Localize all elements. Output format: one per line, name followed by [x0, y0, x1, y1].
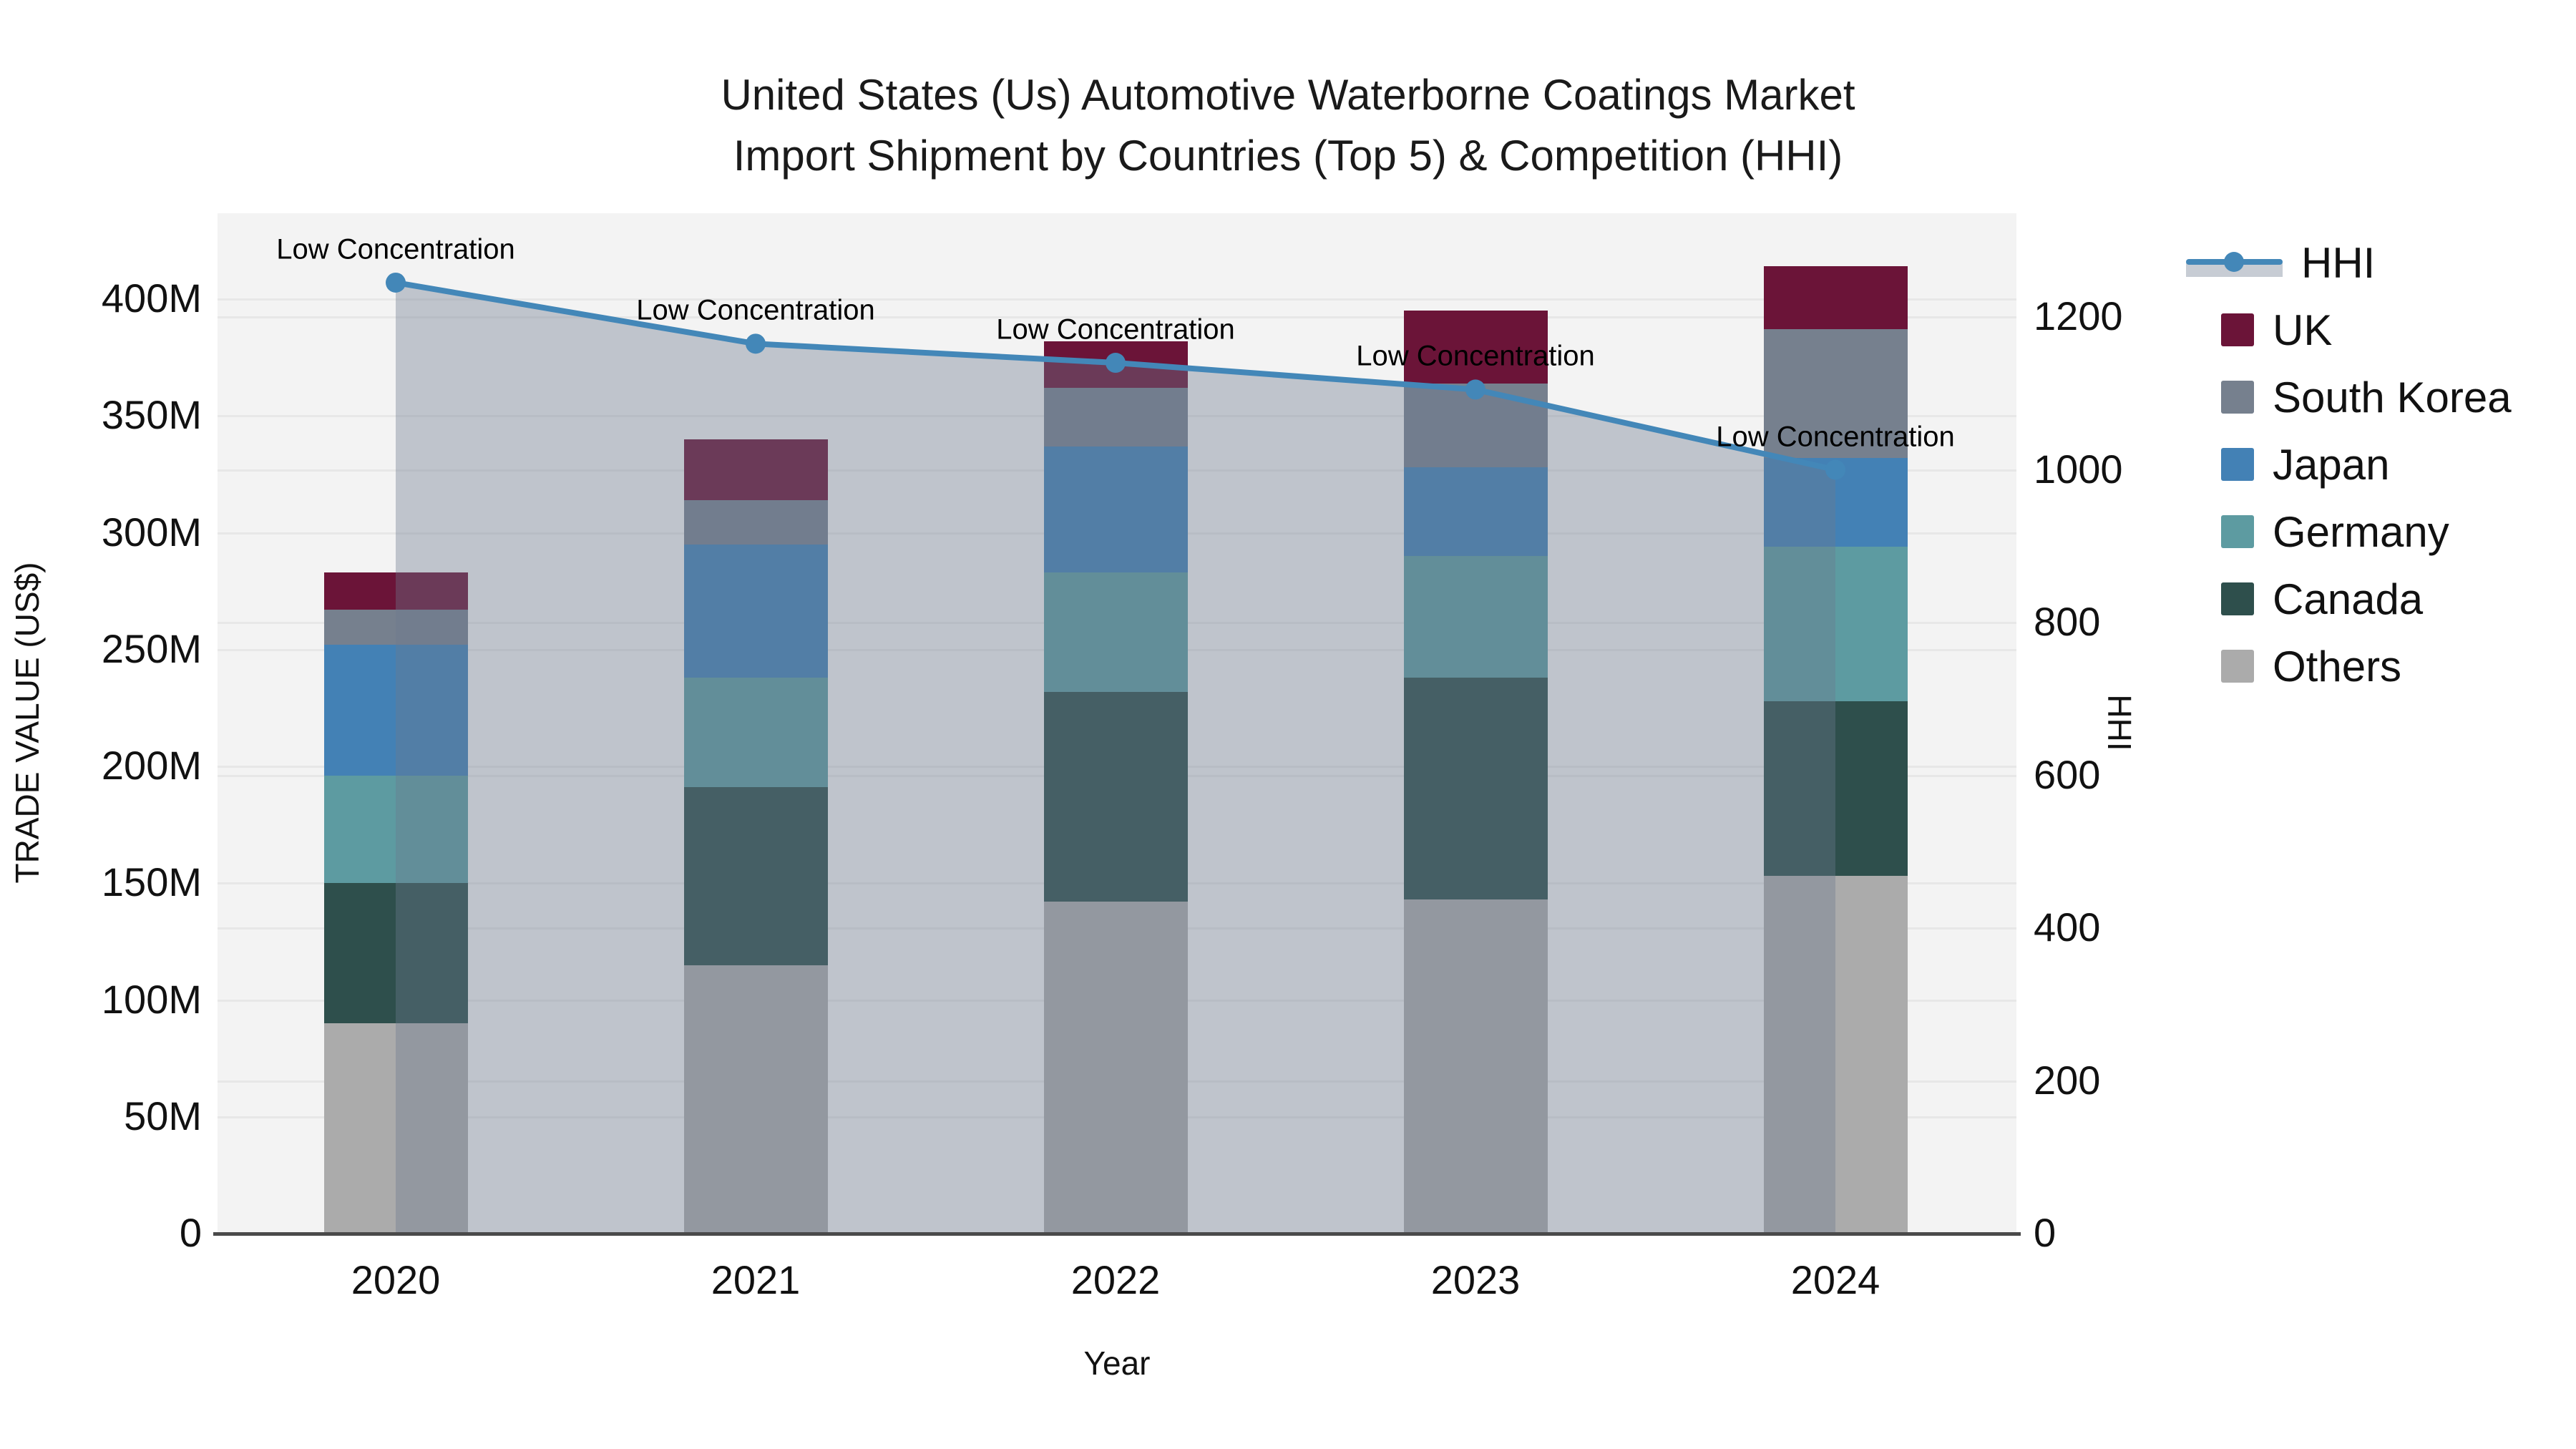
chart-title: United States (Us) Automotive Waterborne…: [721, 71, 1855, 119]
legend-label: South Korea: [2273, 373, 2512, 421]
x-tick-2021: 2021: [711, 1257, 801, 1302]
bar-segment-uk-2022[interactable]: [1043, 341, 1188, 389]
x-axis-title: Year: [1083, 1345, 1151, 1382]
bar-segment-south-korea-2023[interactable]: [1403, 383, 1548, 468]
legend-label: Others: [2273, 642, 2402, 691]
bar-segment-others-2020[interactable]: [323, 1023, 468, 1234]
y-tick-left-300M: 300M: [101, 509, 202, 555]
bar-segment-japan-2020[interactable]: [323, 645, 468, 776]
y-tick-left-400M: 400M: [101, 275, 202, 321]
bar-segment-germany-2021[interactable]: [683, 677, 828, 788]
annotation-2023: Low Concentration: [1356, 340, 1595, 372]
bar-segment-japan-2024[interactable]: [1763, 458, 1908, 547]
bar-segment-japan-2022[interactable]: [1043, 446, 1188, 572]
y-tick-right-400: 400: [2034, 904, 2101, 950]
x-tick-2020: 2020: [351, 1257, 441, 1302]
bar-segment-germany-2024[interactable]: [1763, 547, 1908, 701]
gridline-left-400: [218, 298, 2016, 301]
x-tick-2023: 2023: [1430, 1257, 1521, 1302]
y-tick-right-600: 600: [2034, 751, 2101, 797]
chart-subtitle: Import Shipment by Countries (Top 5) & C…: [733, 132, 1843, 180]
legend-label: UK: [2273, 306, 2333, 354]
bar-segment-others-2023[interactable]: [1403, 899, 1548, 1234]
bar-segment-uk-2021[interactable]: [683, 439, 828, 500]
bar-segment-germany-2023[interactable]: [1403, 556, 1548, 678]
y-tick-right-1200: 1200: [2034, 293, 2123, 338]
bar-segment-uk-2020[interactable]: [323, 572, 468, 610]
y-tick-left-50M: 50M: [124, 1093, 202, 1138]
legend-item-others[interactable]: Others: [2221, 642, 2402, 691]
x-tick-2022: 2022: [1070, 1257, 1161, 1302]
bar-segment-canada-2023[interactable]: [1403, 677, 1548, 900]
bar-segment-others-2021[interactable]: [683, 965, 828, 1234]
bar-segment-uk-2024[interactable]: [1763, 266, 1908, 330]
bar-segment-canada-2022[interactable]: [1043, 691, 1188, 902]
legend-label: Canada: [2273, 575, 2424, 623]
annotation-2021: Low Concentration: [636, 294, 875, 326]
y-tick-left-100M: 100M: [101, 976, 202, 1022]
y-tick-left-200M: 200M: [101, 743, 202, 788]
legend-item-japan[interactable]: Japan: [2221, 440, 2390, 489]
legend-swatch-germany: [2221, 515, 2254, 548]
legend-item-canada[interactable]: Canada: [2221, 575, 2424, 623]
legend-swatch-uk: [2221, 313, 2254, 346]
y-tick-right-800: 800: [2034, 599, 2101, 644]
legend-item-hhi[interactable]: HHI: [2186, 238, 2376, 287]
y-axis-title-right: HHI: [2101, 694, 2138, 751]
x-axis-line: [213, 1232, 2021, 1236]
y-tick-left-150M: 150M: [101, 859, 202, 905]
bar-segment-others-2024[interactable]: [1763, 876, 1908, 1234]
y-tick-left-0: 0: [179, 1210, 202, 1255]
annotation-2024: Low Concentration: [1716, 421, 1955, 452]
legend-label: Japan: [2273, 440, 2390, 489]
bar-segment-south-korea-2022[interactable]: [1043, 388, 1188, 447]
bar-segment-germany-2020[interactable]: [323, 776, 468, 884]
bar-segment-canada-2020[interactable]: [323, 883, 468, 1024]
legend-item-germany[interactable]: Germany: [2221, 507, 2449, 556]
y-tick-right-200: 200: [2034, 1057, 2101, 1103]
annotation-2022: Low Concentration: [996, 313, 1235, 346]
bar-segment-germany-2022[interactable]: [1043, 572, 1188, 692]
bar-segment-japan-2021[interactable]: [683, 544, 828, 678]
legend-swatch-others: [2221, 650, 2254, 683]
legend-swatch-canada: [2221, 582, 2254, 615]
x-tick-2024: 2024: [1790, 1257, 1880, 1302]
legend-swatch-south-korea: [2221, 381, 2254, 414]
y-tick-left-250M: 250M: [101, 625, 202, 671]
bar-segment-south-korea-2021[interactable]: [683, 499, 828, 545]
legend-item-uk[interactable]: UK: [2221, 306, 2333, 354]
y-tick-right-0: 0: [2034, 1210, 2057, 1255]
bar-segment-canada-2024[interactable]: [1763, 701, 1908, 877]
legend-item-south-korea[interactable]: South Korea: [2221, 373, 2512, 421]
y-axis-title-left: TRADE VALUE (US$): [9, 562, 46, 884]
y-tick-right-1000: 1000: [2034, 446, 2123, 492]
bar-segment-japan-2023[interactable]: [1403, 467, 1548, 557]
bar-segment-others-2022[interactable]: [1043, 902, 1188, 1234]
y-tick-left-350M: 350M: [101, 392, 202, 438]
bar-segment-canada-2021[interactable]: [683, 787, 828, 965]
legend-swatch-japan: [2221, 448, 2254, 481]
bar-segment-south-korea-2020[interactable]: [323, 610, 468, 645]
legend-label: Germany: [2273, 507, 2449, 556]
hhi-legend-line-icon: [2186, 246, 2283, 279]
annotation-2020: Low Concentration: [276, 233, 515, 265]
legend-label: HHI: [2301, 238, 2376, 287]
